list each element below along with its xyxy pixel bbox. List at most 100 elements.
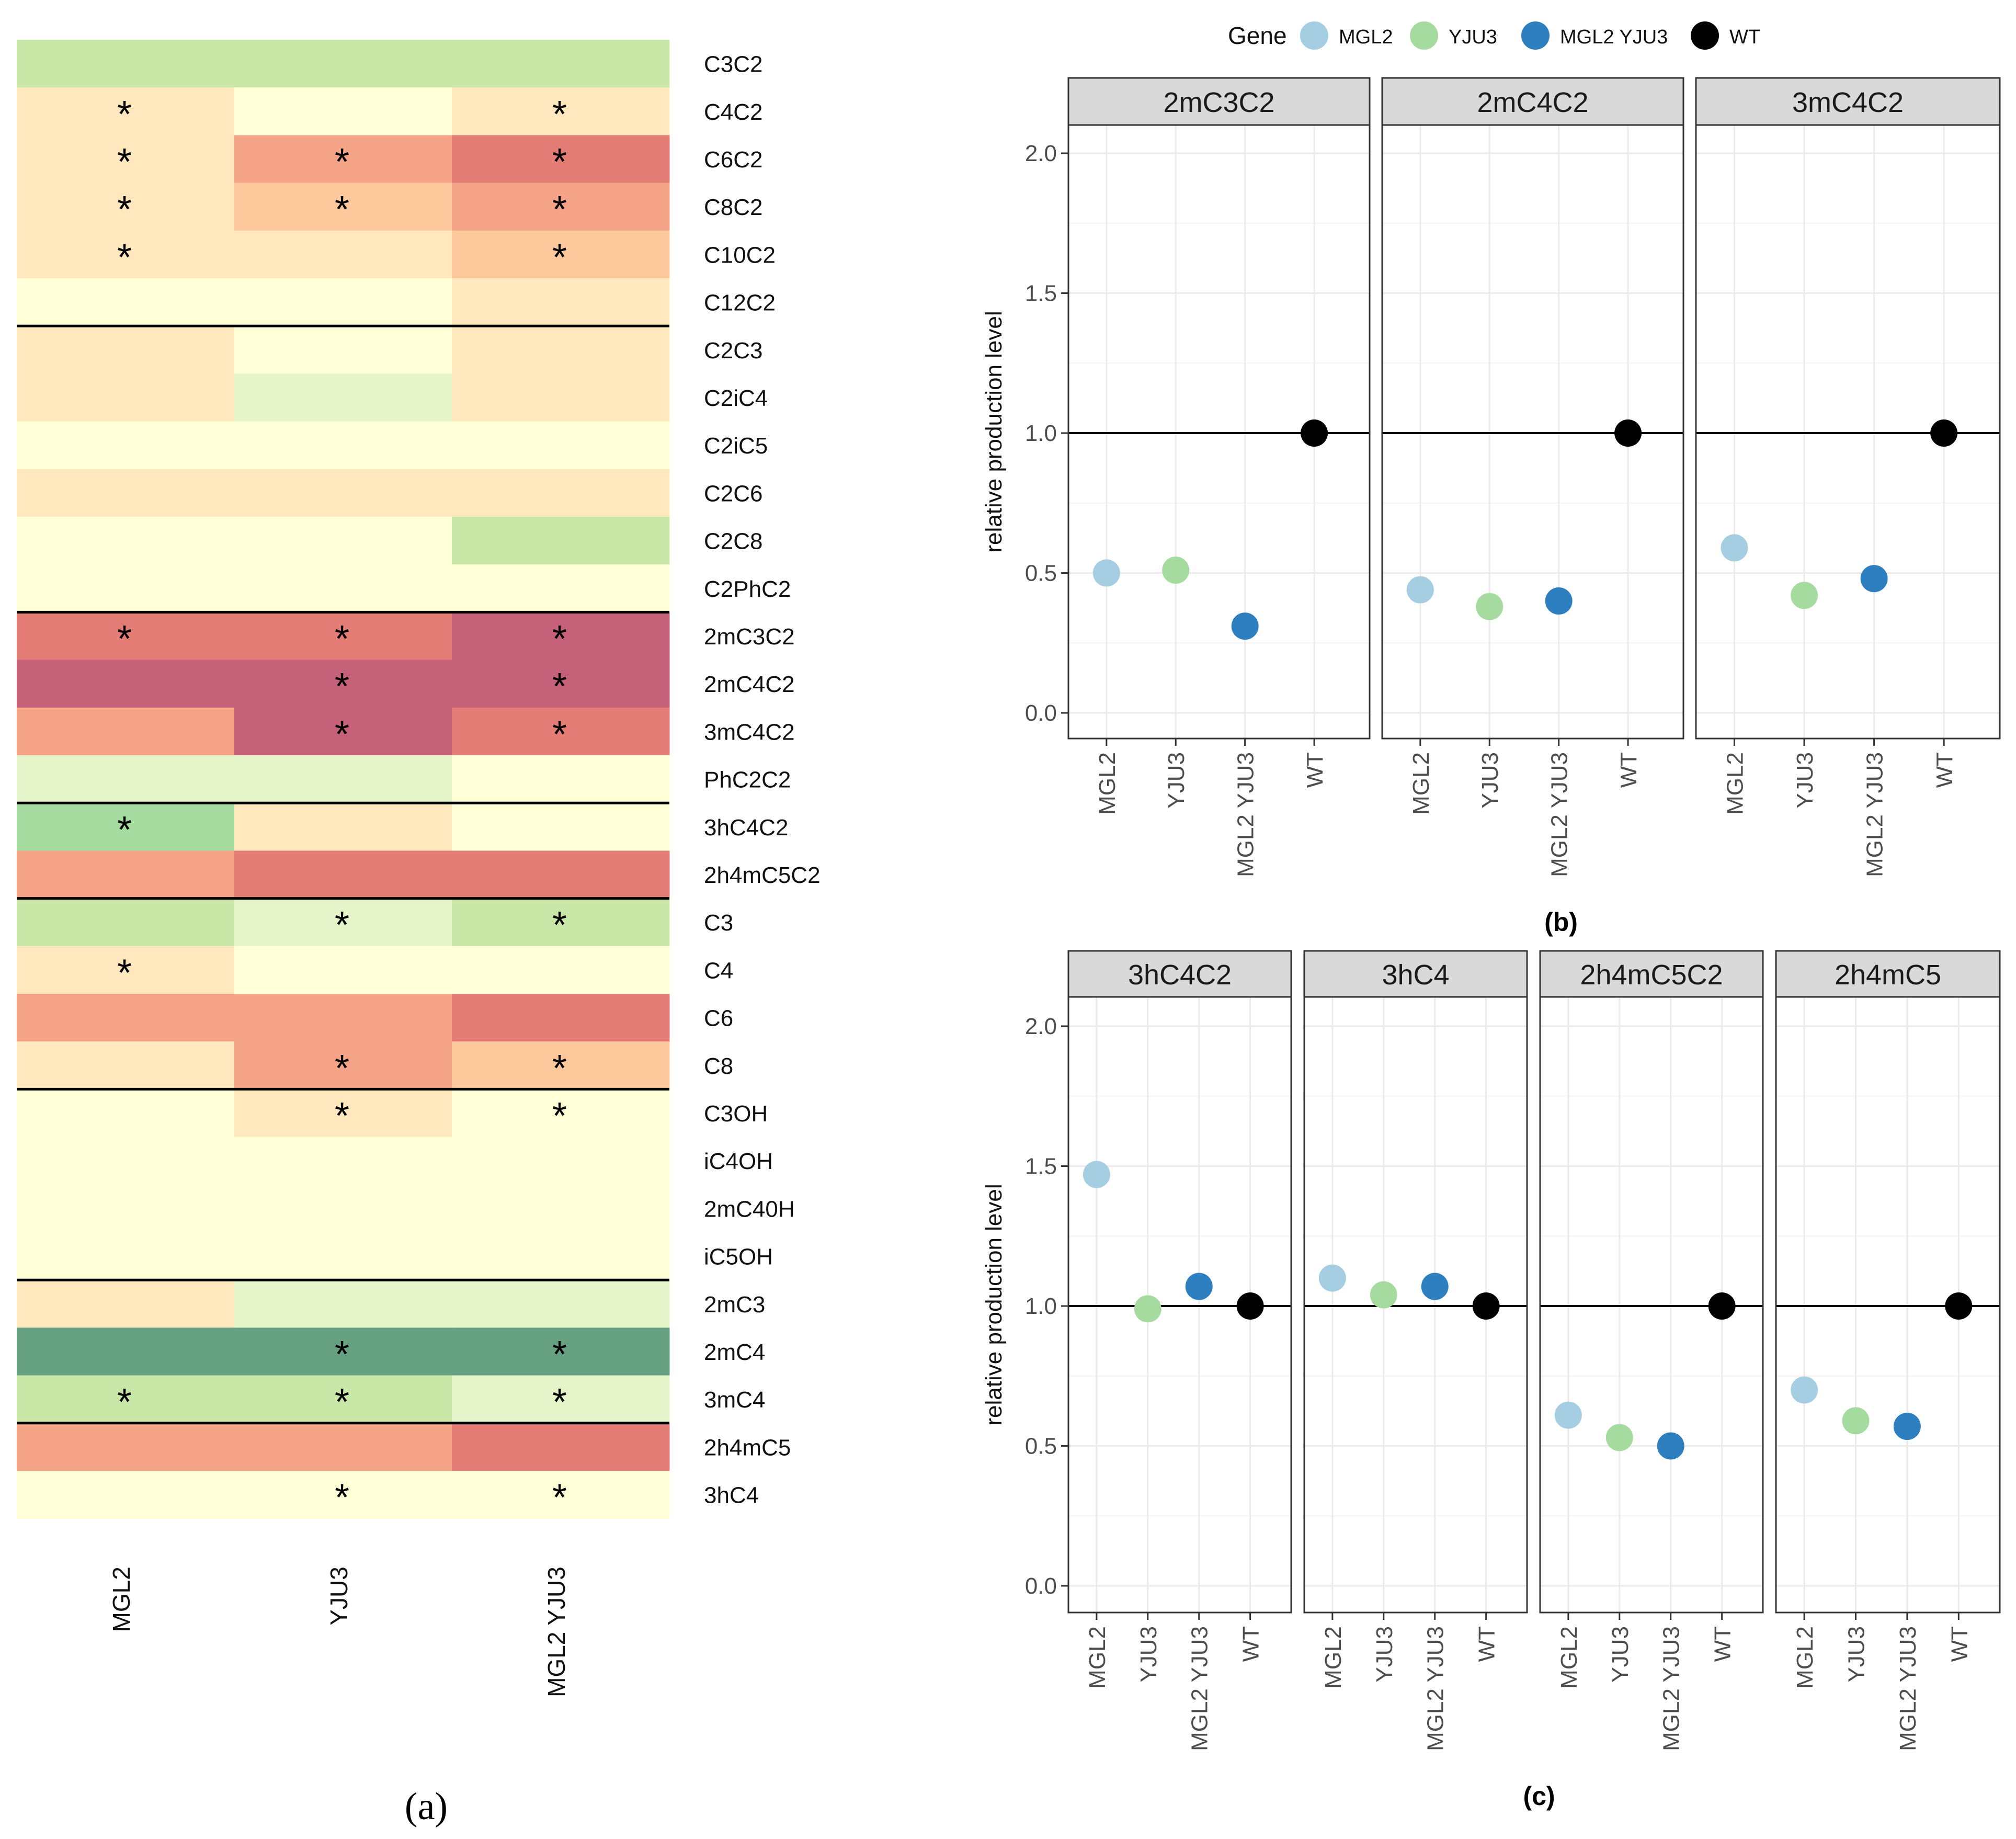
legend-label-mgl2-yju3: MGL2 YJU3: [1560, 26, 1668, 48]
row-label-2mc3c2: 2mC3C2: [704, 624, 795, 650]
point-2h4mc5-wt: [1945, 1292, 1973, 1320]
heatmap-cell-c4c2-yju3: [234, 87, 452, 135]
heatmap-cell-ic5oh-mgl2-yju3: [452, 1232, 670, 1280]
x-tick-label: MGL2 YJU3: [1233, 752, 1259, 877]
point-3hc4c2-wt: [1236, 1292, 1264, 1320]
significance-marker: *: [552, 1334, 567, 1376]
point-2mc3c2-yju3: [1162, 557, 1190, 584]
heatmap-cell-c8-yju3: [234, 1041, 452, 1089]
heatmap-cell-c3c2-mgl2: [17, 40, 235, 88]
x-tick-label: YJU3: [1164, 752, 1189, 809]
significance-marker: *: [117, 952, 132, 994]
row-label-c4: C4: [704, 958, 733, 983]
significance-marker: *: [335, 1334, 349, 1376]
x-tick-label: MGL2 YJU3: [1659, 1626, 1684, 1751]
x-tick-label: MGL2 YJU3: [1862, 752, 1888, 877]
heatmap-cell-c2ic4-yju3: [234, 373, 452, 422]
heatmap-cell-phc2c2-yju3: [234, 755, 452, 803]
legend-label-mgl2: MGL2: [1339, 26, 1393, 48]
heatmap-cell-3hc4c2-mgl2-yju3: [452, 803, 670, 851]
heatmap-cell-c2c3-mgl2-yju3: [452, 326, 670, 374]
heatmap-cell-3hc4c2-mgl2: [17, 803, 235, 851]
heatmap-cell-2mc3-mgl2: [17, 1280, 235, 1328]
row-label-c2c3: C2C3: [704, 338, 763, 364]
y-tick-label: 0.0: [1025, 700, 1057, 726]
legend-title: Gene: [1228, 22, 1287, 49]
row-label-c3c2: C3C2: [704, 52, 763, 77]
significance-marker: *: [552, 236, 567, 278]
row-label-2mc4c2: 2mC4C2: [704, 672, 795, 697]
point-2h4mc5c2-yju3: [1605, 1424, 1633, 1451]
point-3hc4-mgl2: [1318, 1264, 1346, 1292]
significance-marker: *: [117, 189, 132, 231]
point-2mc3c2-mgl2: [1092, 559, 1120, 587]
row-label-3mc4: 3mC4: [704, 1387, 765, 1413]
facet-border-2h4mc5: [1775, 996, 2001, 1614]
row-label-c8c2: C8C2: [704, 195, 763, 220]
x-tick-label: WT: [1946, 1626, 1972, 1662]
point-2h4mc5-yju3: [1842, 1407, 1870, 1435]
heatmap-cell-2h4mc5-mgl2-yju3: [452, 1423, 670, 1471]
row-label-c2c6: C2C6: [704, 481, 763, 506]
heatmap-cell-2mc4-yju3: [234, 1327, 452, 1376]
heatmap-cell-ic4oh-mgl2: [17, 1137, 235, 1185]
heatmap-cell-c8c2-yju3: [234, 183, 452, 231]
legend-swatch-mgl2-yju3: [1521, 21, 1550, 50]
heatmap-cell-c2ic4-mgl2-yju3: [452, 373, 670, 422]
heatmap-cell-c3oh-yju3: [234, 1089, 452, 1138]
facet-border-2mc4c2: [1381, 124, 1684, 740]
heatmap-cell-2mc40h-mgl2: [17, 1184, 235, 1233]
point-3mc4c2-yju3: [1791, 582, 1818, 609]
facet-title-2h4mc5c2: 2h4mC5C2: [1580, 959, 1723, 991]
row-label-c2phc2: C2PhC2: [704, 576, 791, 602]
significance-marker: *: [552, 94, 567, 135]
column-label-yju3: YJU3: [325, 1566, 352, 1625]
heatmap-cell-c2c3-yju3: [234, 326, 452, 374]
heatmap-cell-2mc3c2-yju3: [234, 612, 452, 661]
facet-strip-2mc3c2: [1067, 77, 1371, 126]
heatmap-cell-c2c6-mgl2: [17, 469, 235, 517]
significance-marker: *: [552, 1381, 567, 1423]
column-label-mgl2: MGL2: [108, 1566, 135, 1632]
significance-marker: *: [117, 809, 132, 851]
y-axis-label: relative production level: [981, 1184, 1007, 1425]
point-3hc4c2-yju3: [1134, 1295, 1161, 1323]
significance-marker: *: [552, 1095, 567, 1137]
significance-marker: *: [335, 1095, 349, 1137]
x-tick-label: YJU3: [1792, 752, 1818, 809]
x-tick-label: WT: [1710, 1626, 1736, 1662]
facet-title-3hc4c2: 3hC4C2: [1128, 959, 1232, 991]
heatmap-cell-c3-mgl2-yju3: [452, 898, 670, 947]
heatmap-cell-c10c2-yju3: [234, 230, 452, 279]
heatmap-cell-3mc4-mgl2-yju3: [452, 1375, 670, 1424]
x-tick-label: YJU3: [1477, 752, 1503, 809]
heatmap-cell-3mc4-yju3: [234, 1375, 452, 1424]
heatmap-cell-3hc4-mgl2-yju3: [452, 1471, 670, 1519]
point-2h4mc5c2-wt: [1708, 1292, 1736, 1320]
heatmap-cell-3hc4c2-yju3: [234, 803, 452, 851]
heatmap-cell-ic5oh-mgl2: [17, 1232, 235, 1280]
point-3mc4c2-mgl2: [1721, 534, 1748, 562]
heatmap-cell-2mc4-mgl2: [17, 1327, 235, 1376]
facet-strip-2h4mc5c2: [1539, 950, 1764, 998]
heatmap-cell-c12c2-mgl2: [17, 278, 235, 326]
point-2mc4c2-mgl2: [1406, 576, 1434, 604]
x-tick-label: MGL2: [1722, 752, 1748, 815]
row-label-c12c2: C12C2: [704, 290, 776, 316]
heatmap-cell-2mc3c2-mgl2-yju3: [452, 612, 670, 661]
row-label-c2ic4: C2iC4: [704, 385, 768, 411]
gene-legend: Gene MGL2 YJU3 MGL2 YJU3 WT: [1228, 21, 1760, 50]
facet-title-2mc4c2: 2mC4C2: [1477, 87, 1588, 118]
heatmap-cell-c12c2-yju3: [234, 278, 452, 326]
point-3hc4-mgl2-yju3: [1421, 1273, 1449, 1300]
heatmap-cell-c2phc2-yju3: [234, 564, 452, 612]
x-tick-label: MGL2 YJU3: [1895, 1626, 1921, 1751]
x-tick-label: MGL2 YJU3: [1547, 752, 1573, 877]
x-tick-label: WT: [1474, 1626, 1500, 1662]
y-tick-label: 1.5: [1025, 1154, 1057, 1179]
point-2h4mc5-mgl2-yju3: [1893, 1413, 1921, 1440]
point-3hc4-wt: [1472, 1292, 1500, 1320]
x-tick-label: MGL2 YJU3: [1187, 1626, 1213, 1751]
facet-strip-2h4mc5: [1775, 950, 2001, 998]
heatmap-cell-c3oh-mgl2: [17, 1089, 235, 1138]
